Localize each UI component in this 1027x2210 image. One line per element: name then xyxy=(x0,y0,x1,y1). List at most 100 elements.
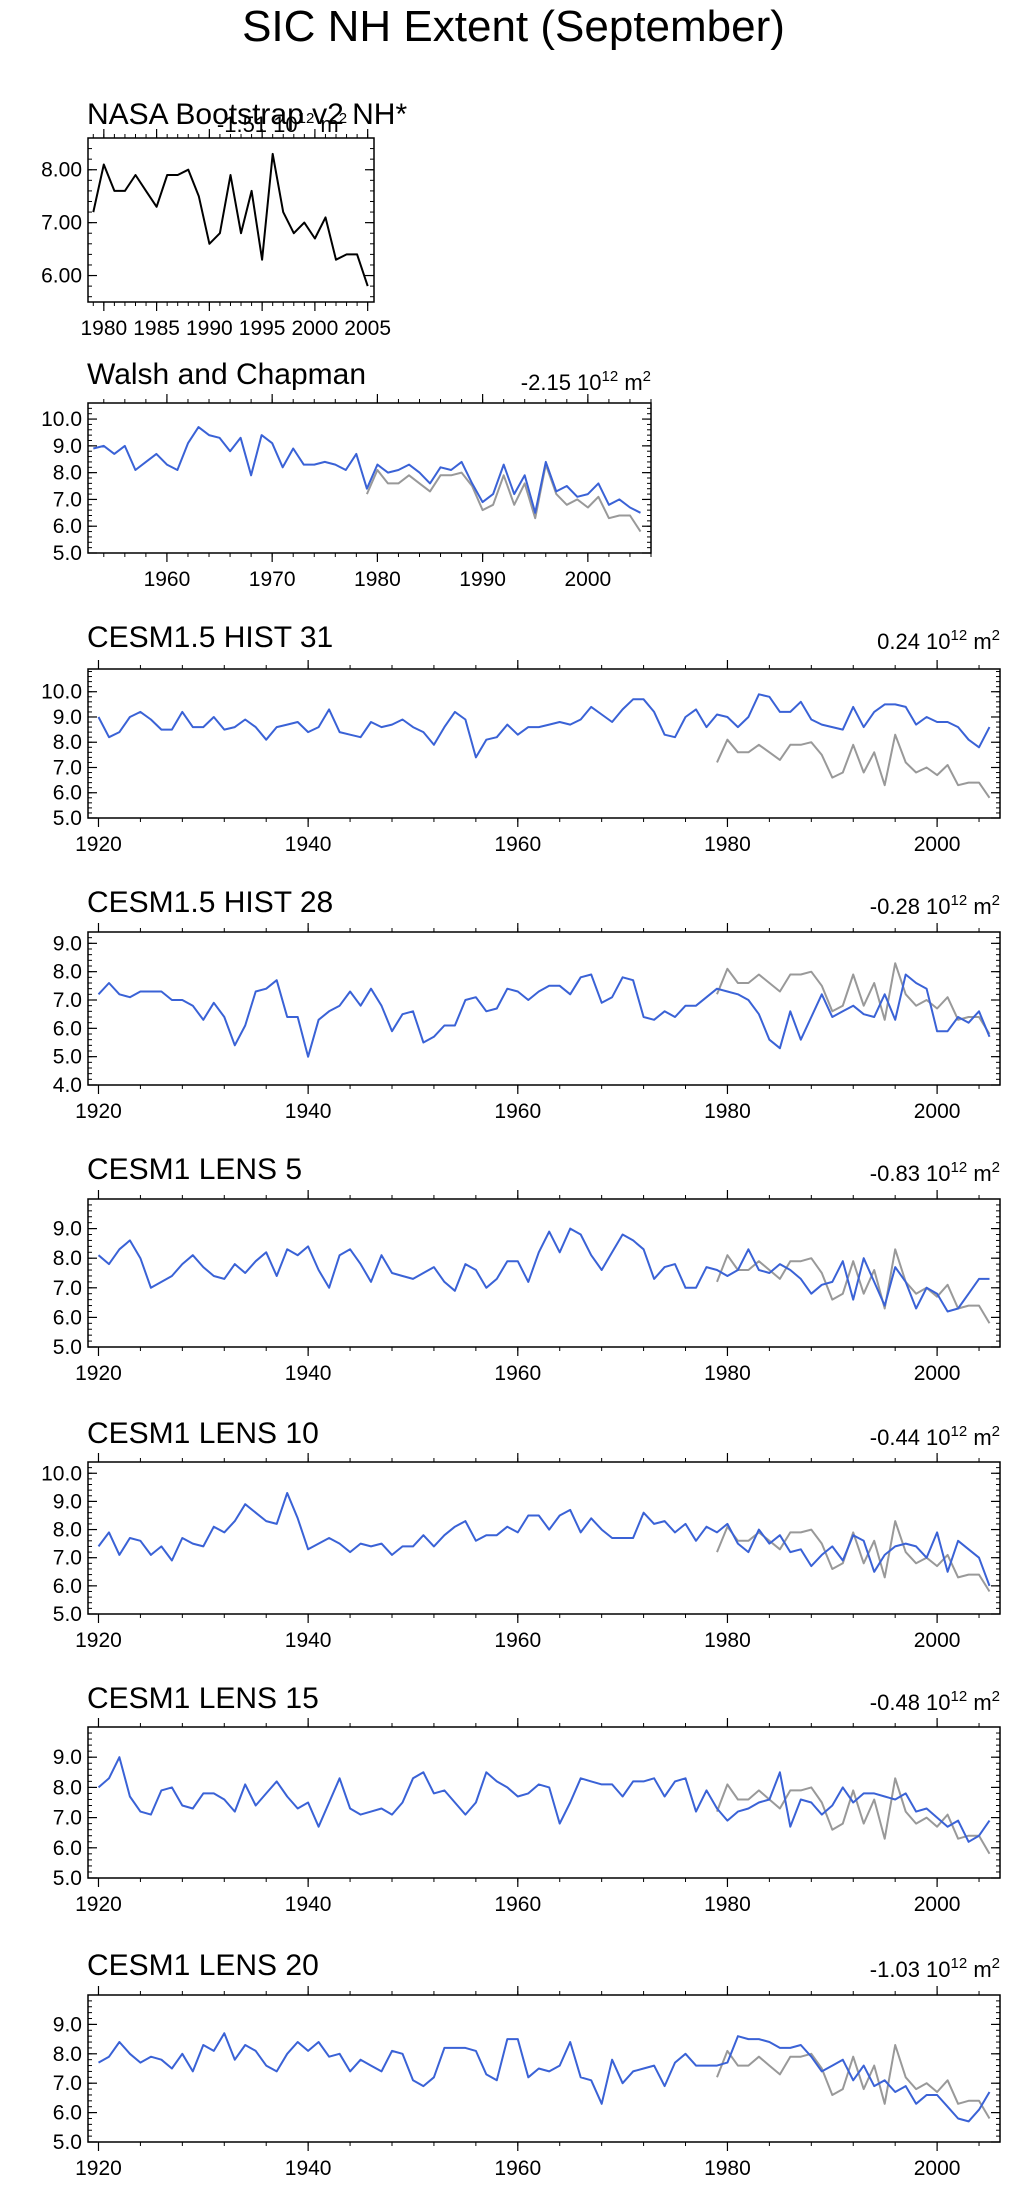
x-tick-label: 1920 xyxy=(75,1893,122,1916)
y-tick-label: 9.0 xyxy=(53,1746,82,1769)
x-tick-label: 1995 xyxy=(239,317,286,340)
series-line-observed xyxy=(716,1248,991,1324)
series-line-observed xyxy=(716,962,991,1035)
series-line-cesm1-5-hist-28 xyxy=(97,973,991,1058)
x-tick-label: 1970 xyxy=(249,568,296,591)
y-tick-label: 6.0 xyxy=(53,2102,82,2125)
plot-frame xyxy=(87,1198,1001,1348)
chart-cesm15_28: CESM1.5 HIST 28 -0.28 1012 m2 4.0 5.0 6.0 7.0… xyxy=(53,886,1001,1123)
trend-label: -2.15 1012 m2 xyxy=(521,368,651,395)
x-tick-label: 1940 xyxy=(285,1100,332,1123)
trend-label: -0.48 1012 m2 xyxy=(870,1688,1000,1715)
x-tick-label: 2000 xyxy=(914,1362,961,1385)
y-tick-label: 8.0 xyxy=(53,1776,82,1799)
series-line-cesm1-5-hist-31 xyxy=(97,693,991,759)
y-tick-label: 8.0 xyxy=(53,2043,82,2066)
chart-title: CESM1 LENS 20 xyxy=(87,1949,319,1982)
x-tick-label: 1920 xyxy=(75,2157,122,2180)
series-line-observed xyxy=(716,1777,991,1855)
trend-label: -0.28 1012 m2 xyxy=(870,892,1000,919)
y-tick-label: 9.0 xyxy=(53,1218,82,1241)
page-title: SIC NH Extent (September) xyxy=(242,2,785,51)
y-tick-label: 5.0 xyxy=(53,1867,82,1890)
chart-title: CESM1 LENS 15 xyxy=(87,1682,319,1715)
x-tick-label: 2000 xyxy=(914,1893,961,1916)
series-line-nasa-bootstrap xyxy=(92,152,369,287)
x-tick-label: 1920 xyxy=(75,833,122,856)
x-tick-label: 1960 xyxy=(494,1629,541,1652)
trend-label: -0.44 1012 m2 xyxy=(870,1423,1000,1450)
x-tick-label: 1985 xyxy=(133,317,180,340)
y-tick-label: 7.0 xyxy=(53,1807,82,1830)
x-tick-label: 2000 xyxy=(914,2157,961,2180)
y-tick-label: 9.0 xyxy=(53,932,82,955)
plot-frame xyxy=(87,402,652,554)
x-tick-label: 1980 xyxy=(704,833,751,856)
chart-lens20: CESM1 LENS 20 -1.03 1012 m2 5.0 6.0 7.0 8.0 9.… xyxy=(53,1949,1001,2180)
y-tick-label: 8.0 xyxy=(53,961,82,984)
y-tick-label: 6.0 xyxy=(53,1306,82,1329)
series-line-cesm1-lens-10 xyxy=(97,1492,991,1587)
x-tick-label: 1960 xyxy=(494,833,541,856)
y-tick-label: 10.0 xyxy=(41,681,82,704)
x-tick-label: 1980 xyxy=(704,2157,751,2180)
y-tick-label: 6.0 xyxy=(53,1837,82,1860)
chart-title: NASA Bootstrap v2 NH* xyxy=(87,98,407,131)
chart-lens5: CESM1 LENS 5 -0.83 1012 m2 5.0 6.0 7.0 8.0 9.0… xyxy=(53,1153,1001,1385)
plot-frame xyxy=(87,668,1001,819)
x-tick-label: 1980 xyxy=(704,1629,751,1652)
x-tick-label: 2000 xyxy=(914,1629,961,1652)
x-tick-label: 1980 xyxy=(704,1893,751,1916)
series-line-cesm1-lens-20 xyxy=(98,2032,991,2123)
y-tick-label: 6.00 xyxy=(41,265,82,288)
y-tick-label: 5.0 xyxy=(53,1336,82,1359)
series-line-observed xyxy=(365,463,642,533)
y-tick-label: 7.0 xyxy=(53,756,82,779)
y-tick-label: 8.0 xyxy=(53,1519,82,1542)
y-tick-label: 4.0 xyxy=(53,1074,82,1097)
chart-title: Walsh and Chapman xyxy=(87,358,366,391)
y-tick-label: 7.00 xyxy=(41,212,82,235)
x-tick-label: 1940 xyxy=(285,1629,332,1652)
x-tick-label: 1960 xyxy=(494,1100,541,1123)
chart-title: CESM1.5 HIST 28 xyxy=(87,886,333,919)
x-tick-label: 2000 xyxy=(565,568,612,591)
plot-frame xyxy=(87,1461,1001,1615)
plot-frame xyxy=(87,137,375,303)
x-tick-label: 1980 xyxy=(704,1362,751,1385)
x-tick-label: 1980 xyxy=(354,568,401,591)
y-tick-label: 5.0 xyxy=(53,1603,82,1626)
y-tick-label: 7.0 xyxy=(53,488,82,511)
y-tick-label: 7.0 xyxy=(53,2072,82,2095)
chart-cesm15_31: CESM1.5 HIST 31 0.24 1012 m2 5.06.0 7.08.09… xyxy=(41,621,1001,856)
chart-title: CESM1 LENS 10 xyxy=(87,1417,319,1450)
trend-label: -1.51 1012 m2 xyxy=(217,110,347,137)
y-tick-label: 10.0 xyxy=(41,1462,82,1485)
series-line-cesm1-lens-15 xyxy=(97,1756,991,1843)
x-tick-label: 2000 xyxy=(914,833,961,856)
y-tick-label: 5.0 xyxy=(53,807,82,830)
y-tick-label: 6.0 xyxy=(53,515,82,538)
plot-frame xyxy=(87,931,1001,1086)
trend-label: 0.24 1012 m2 xyxy=(877,627,1000,654)
y-tick-label: 9.0 xyxy=(53,1490,82,1513)
y-tick-label: 9.0 xyxy=(53,706,82,729)
y-tick-label: 6.0 xyxy=(53,782,82,805)
x-tick-label: 2005 xyxy=(344,317,391,340)
y-tick-label: 6.0 xyxy=(53,1017,82,1040)
y-tick-label: 8.0 xyxy=(53,731,82,754)
y-tick-label: 8.0 xyxy=(53,1247,82,1270)
x-tick-label: 1960 xyxy=(494,1893,541,1916)
y-tick-label: 7.0 xyxy=(53,989,82,1012)
x-tick-label: 1940 xyxy=(285,2157,332,2180)
series-line-walsh-and-chapman xyxy=(93,426,641,514)
y-tick-label: 9.0 xyxy=(53,435,82,458)
chart-title: CESM1.5 HIST 31 xyxy=(87,621,333,654)
chart-lens10: CESM1 LENS 10 -0.44 1012 m2 5.0 6.0 7.0 8.0 9.… xyxy=(41,1417,1001,1652)
y-tick-label: 10.0 xyxy=(41,408,82,431)
y-tick-label: 5.0 xyxy=(53,1046,82,1069)
x-tick-label: 1920 xyxy=(75,1362,122,1385)
series-line-observed xyxy=(716,733,991,799)
chart-lens15: CESM1 LENS 15 -0.48 1012 m2 5.0 6.0 7.0 8.0 9.… xyxy=(53,1682,1001,1916)
x-tick-label: 1960 xyxy=(144,568,191,591)
